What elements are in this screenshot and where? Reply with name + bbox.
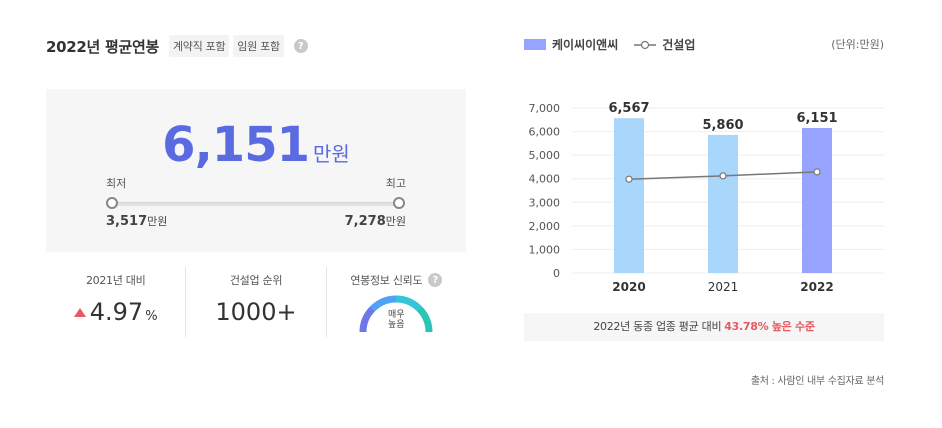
industry-rank-value: 1000+ (215, 298, 297, 326)
page-title: 2022년 평균연봉 (46, 37, 159, 56)
x-tick-label: 2021 (708, 280, 739, 294)
reliability-label: 연봉정보 신뢰도 (350, 274, 423, 287)
x-tick-label: 2022 (800, 280, 833, 294)
average-salary: 6,151 만원 (46, 117, 466, 173)
legend-bar-label: 케이씨이앤씨 (552, 38, 619, 52)
reliability-label-row: 연봉정보 신뢰도 ? (350, 272, 443, 288)
comparison-highlight: 43.78% 높은 수준 (724, 320, 815, 333)
reliability-gauge: 매우 높음 (358, 294, 434, 334)
industry-line-point (719, 172, 727, 180)
reliability-value-line2: 높음 (388, 320, 405, 330)
stat-industry-rank: 건설업 순위 1000+ (185, 267, 325, 337)
y-tick-label: 7,000 (529, 102, 561, 115)
salary-stats: 2021년 대비 4.97% 건설업 순위 1000+ 연봉정보 신뢰도 ? (46, 267, 466, 337)
x-tick-label: 2020 (612, 280, 645, 294)
yoy-change-value: 4.97 (89, 298, 144, 326)
industry-rank-label: 건설업 순위 (229, 274, 283, 287)
max-salary-value: 7,278 (344, 214, 386, 229)
average-salary-value: 6,151 (162, 117, 310, 173)
y-tick-label: 3,000 (529, 196, 561, 209)
max-salary: 7,278만원 (345, 213, 406, 229)
salary-title-row: 2022년 평균연봉 계약직 포함 임원 포함 ? (46, 34, 466, 58)
min-salary-value: 3,517 (106, 214, 148, 229)
industry-line-point (813, 168, 821, 176)
industry-line-point (625, 175, 633, 183)
yoy-change-unit: % (145, 309, 158, 324)
range-max-marker (393, 197, 405, 209)
salary-bar-chart: 0 1,000 2,000 3,000 4,000 5,000 6,000 7,000 6,56… (529, 101, 884, 294)
stat-reliability: 연봉정보 신뢰도 ? 매우 높음 (325, 267, 466, 337)
yoy-change: 4.97% (46, 298, 185, 326)
salary-panel: 2022년 평균연봉 계약직 포함 임원 포함 ? 6,151 만원 최저 최고 … (46, 34, 466, 337)
legend-bar-swatch (524, 39, 546, 50)
range-min-marker (106, 197, 118, 209)
legend-line-label: 건설업 (662, 38, 696, 52)
up-arrow-icon (73, 307, 86, 317)
tag-contract: 계약직 포함 (168, 35, 230, 57)
tag-executive: 임원 포함 (233, 35, 284, 57)
source-note: 출처 : 사람인 내부 수집자료 분석 (750, 376, 884, 387)
salary-range-track (111, 202, 400, 206)
y-tick-label: 5,000 (529, 149, 561, 162)
y-tick-label: 2,000 (529, 220, 561, 233)
bar (708, 134, 738, 273)
max-salary-unit: 만원 (385, 215, 406, 228)
average-salary-box: 6,151 만원 최저 최고 3,517만원 7,278만원 (46, 89, 466, 252)
y-tick-label: 0 (553, 267, 560, 280)
y-tick-label: 6,000 (529, 126, 561, 139)
legend-line-icon (634, 40, 657, 49)
chart-legend: 케이씨이앤씨 건설업 (524, 36, 695, 53)
bar (614, 118, 644, 274)
help-icon[interactable]: ? (293, 39, 308, 53)
bar-data-label: 6,151 (796, 111, 837, 126)
bar (802, 128, 832, 273)
help-icon[interactable]: ? (428, 273, 443, 287)
industry-comparison: 2022년 동종 업종 평균 대비 43.78% 높은 수준 (524, 313, 884, 341)
y-tick-label: 4,000 (529, 173, 561, 186)
min-salary: 3,517만원 (106, 213, 167, 229)
min-salary-unit: 만원 (147, 215, 168, 228)
yoy-change-label: 2021년 대비 (85, 274, 146, 287)
gauge-arc-icon (359, 295, 433, 333)
average-salary-unit: 만원 (313, 142, 350, 166)
bar-data-label: 6,567 (608, 101, 649, 116)
bar-data-label: 5,860 (702, 118, 743, 133)
max-label: 최고 (385, 177, 406, 190)
comparison-text: 2022년 동종 업종 평균 대비 (593, 320, 722, 333)
min-label: 최저 (106, 177, 127, 190)
reliability-value: 매우 높음 (358, 310, 434, 330)
unit-label: (단위:만원) (831, 38, 884, 51)
y-tick-label: 1,000 (529, 243, 561, 256)
reliability-value-line1: 매우 (388, 310, 405, 320)
stat-yoy-change: 2021년 대비 4.97% (46, 267, 185, 337)
